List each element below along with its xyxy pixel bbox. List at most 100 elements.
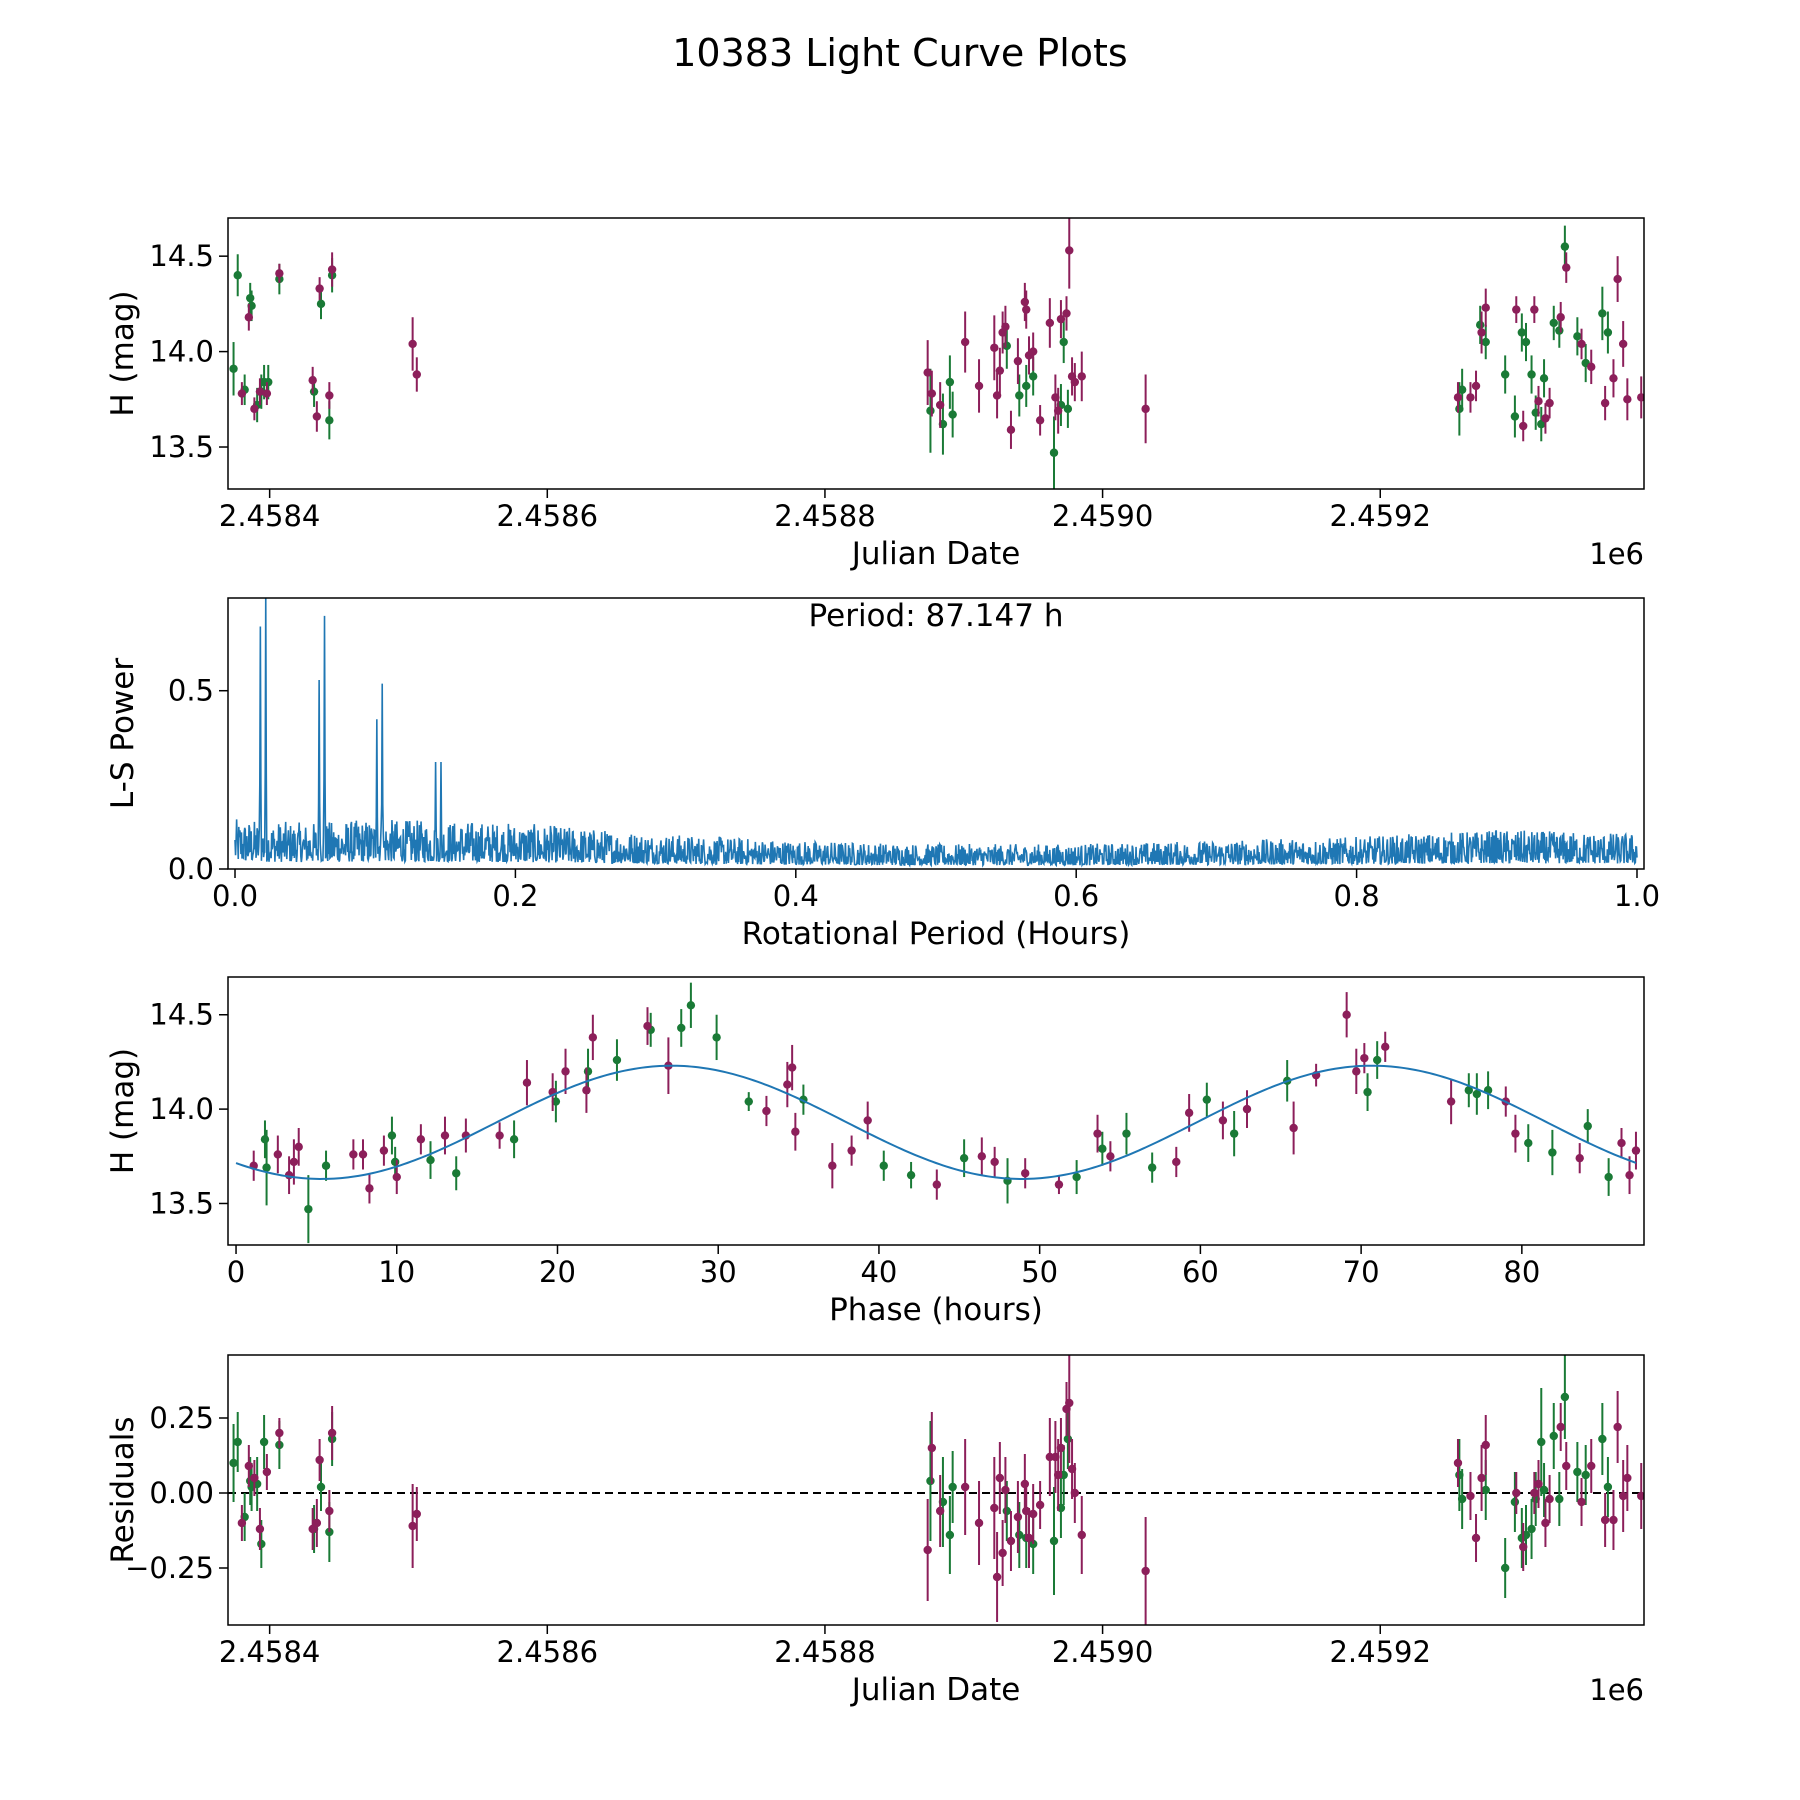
data-point-filter-B (1054, 1180, 1064, 1189)
residuals-panel: 2.4584 2.4586 2.4588 2.4590 2.4592 −0.25 0.00 0… (105, 1354, 1645, 1708)
data-point-filter-A (1500, 1563, 1510, 1573)
data-point-filter-B (1056, 314, 1066, 324)
data-point-filter-B (1587, 1461, 1596, 1471)
data-point-filter-B (1446, 1097, 1456, 1106)
data-point-filter-B (1481, 303, 1490, 312)
data-point-filter-B (923, 368, 932, 377)
y-tick-label: 0.25 (149, 1401, 214, 1435)
data-point-filter-A (229, 364, 238, 373)
data-point-filter-A (509, 1135, 519, 1144)
data-point-filter-B (1001, 322, 1010, 331)
data-point-filter-B (1637, 393, 1644, 402)
data-point-filter-B (308, 1524, 317, 1534)
data-point-filter-B (1035, 1500, 1045, 1510)
x-tick-label: 2.4592 (1329, 1635, 1430, 1669)
data-point-filter-A (1457, 385, 1467, 394)
data-point-filter-A (390, 1157, 400, 1167)
y-tick-label: 14.0 (149, 1092, 214, 1126)
data-point-filter-B (325, 391, 334, 400)
data-point-filter-A (257, 1539, 266, 1549)
data-point-filter-B (1625, 1170, 1634, 1180)
data-point-filter-B (1623, 395, 1632, 404)
data-point-filter-A (309, 387, 319, 396)
y-axis-label: L-S Power (105, 658, 141, 809)
data-point-filter-B (255, 387, 265, 396)
data-point-filter-A (1583, 1121, 1592, 1131)
data-point-filter-B (995, 1473, 1005, 1483)
data-point-filter-B (275, 1428, 284, 1438)
y-tick-label: 13.5 (149, 1186, 214, 1220)
data-point-filter-B (1511, 1129, 1520, 1138)
data-point-filter-A (945, 1530, 955, 1540)
data-point-filter-B (990, 1157, 999, 1167)
data-point-filter-A (1098, 1144, 1107, 1153)
data-point-filter-B (1070, 377, 1080, 387)
data-point-filter-A (1472, 1089, 1482, 1099)
data-point-filter-A (1063, 1434, 1073, 1444)
data-point-filter-A (551, 1097, 561, 1106)
data-point-filter-A (1049, 448, 1059, 457)
x-axis-label: Julian Date (850, 536, 1021, 572)
data-point-filter-B (250, 404, 259, 414)
y-tick-label: 13.5 (149, 430, 214, 464)
data-point-filter-B (1541, 414, 1550, 423)
data-point-filter-B (1013, 1512, 1023, 1522)
x-tick-label: 2.4588 (774, 499, 875, 533)
x-tick-label: 50 (1021, 1255, 1058, 1289)
x-tick-label: 0.0 (212, 879, 258, 913)
data-point-filter-B (588, 1033, 598, 1042)
data-point-filter-B (847, 1146, 856, 1155)
data-point-filter-B (1623, 1473, 1632, 1483)
data-point-filter-A (260, 1135, 270, 1144)
data-point-filter-B (1534, 1479, 1543, 1489)
data-point-filter-B (522, 1078, 532, 1087)
data-point-filter-B (1077, 1530, 1086, 1540)
data-point-filter-B (1172, 1157, 1181, 1167)
data-point-filter-B (1360, 1053, 1369, 1063)
data-point-filter-A (1560, 242, 1570, 251)
data-point-filter-B (1053, 406, 1063, 415)
data-point-filter-B (358, 1150, 368, 1159)
data-point-filter-B (1006, 425, 1016, 435)
data-point-filter-B (923, 1545, 932, 1555)
data-point-filter-A (1517, 328, 1527, 337)
data-point-filter-B (250, 1473, 259, 1483)
x-tick-label: 2.4586 (497, 1635, 598, 1669)
y-axis-label: H (mag) (105, 1048, 141, 1174)
data-point-filter-A (233, 1437, 242, 1447)
data-point-filter-B (783, 1080, 792, 1089)
data-point-filter-B (1022, 305, 1031, 314)
data-point-filter-B (237, 389, 247, 398)
axes-frame (227, 976, 1645, 1246)
data-point-filter-B (244, 1461, 254, 1471)
data-point-filter-A (426, 1155, 435, 1165)
y-tick-label: 14.5 (149, 239, 214, 273)
data-point-filter-A (1560, 1392, 1570, 1402)
data-point-filter-A (264, 377, 273, 387)
data-point-filter-B (1556, 1422, 1565, 1432)
data-point-filter-B (1519, 1542, 1528, 1552)
data-point-filter-B (932, 1180, 942, 1189)
data-point-filter-B (1477, 328, 1486, 337)
data-point-filter-B (974, 381, 984, 391)
x-tick-label: 1.0 (1614, 879, 1660, 913)
data-point-filter-B (312, 1518, 322, 1528)
y-tick-label: 0.00 (149, 1476, 214, 1510)
data-point-filter-B (643, 1021, 652, 1031)
data-point-filter-B (412, 1509, 421, 1519)
data-point-filter-A (1527, 1524, 1536, 1534)
data-point-filter-B (1024, 1533, 1034, 1543)
data-point-filter-B (1541, 1518, 1550, 1528)
data-point-filter-B (315, 1455, 324, 1465)
x-tick-label: 0.4 (773, 879, 819, 913)
data-point-filter-A (583, 1067, 593, 1076)
y-tick-label: −0.25 (125, 1551, 214, 1585)
data-point-filter-B (990, 1503, 999, 1513)
data-point-filter-A (612, 1055, 622, 1065)
x-axis-label: Rotational Period (Hours) (742, 916, 1131, 952)
data-point-filter-B (863, 1116, 872, 1125)
data-point-filter-B (349, 1150, 358, 1159)
y-tick-label: 14.0 (149, 335, 214, 369)
data-point-filter-A (1604, 1172, 1613, 1182)
